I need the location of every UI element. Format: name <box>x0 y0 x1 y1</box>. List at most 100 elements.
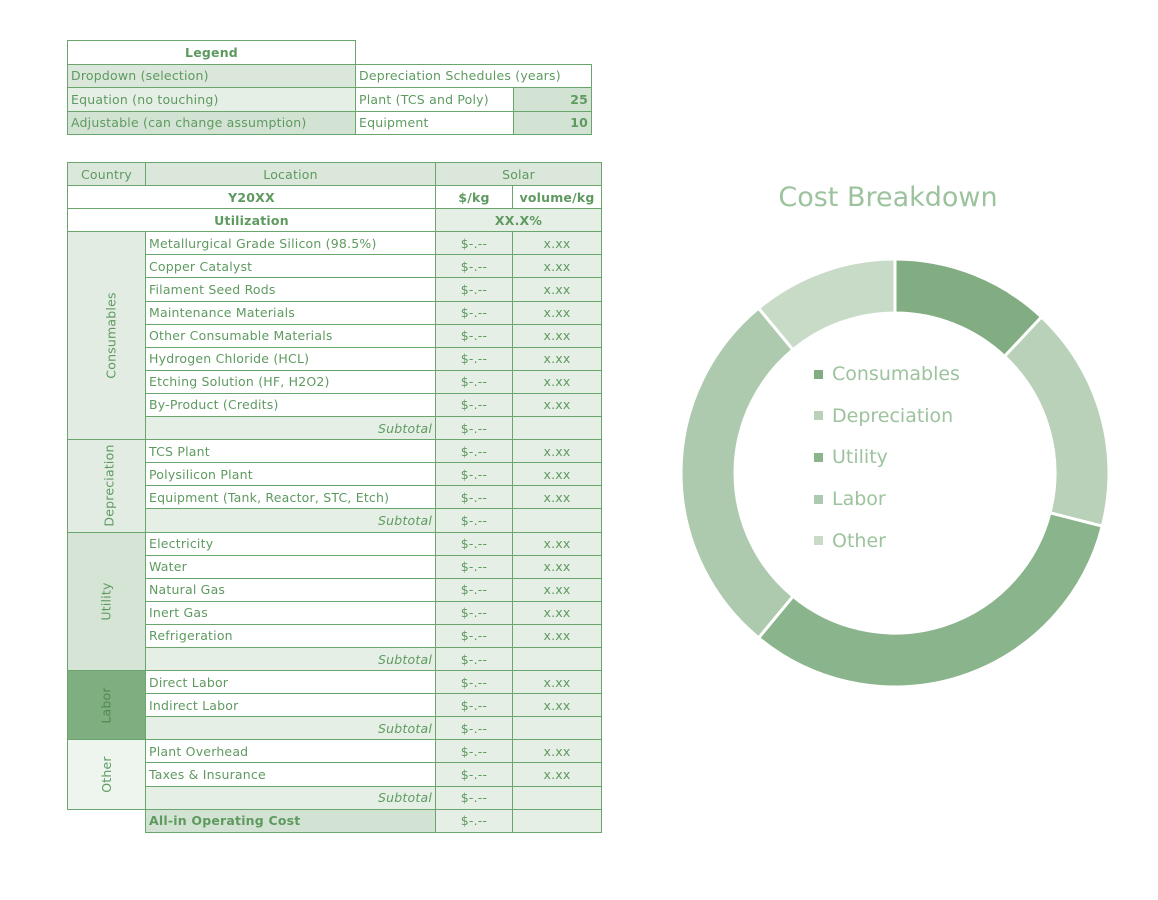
country-dropdown[interactable]: Country <box>67 161 146 187</box>
line-item-volume[interactable]: x.xx <box>511 439 603 464</box>
legend-entry: Consumables <box>814 363 960 385</box>
line-item-label: Inert Gas <box>145 600 436 625</box>
table-row: Taxes & Insurance $-.-- x.xx <box>68 762 603 787</box>
line-item-volume[interactable]: x.xx <box>511 254 603 279</box>
line-item-label: Metallurgical Grade Silicon (98.5%) <box>145 231 436 256</box>
line-item-label: Electricity <box>145 531 436 556</box>
slice-depreciation[interactable] <box>1002 314 1111 529</box>
slice-utility[interactable] <box>756 510 1105 689</box>
line-item-volume[interactable]: x.xx <box>511 277 603 302</box>
subtotal-volume <box>511 416 603 441</box>
table-row: Equipment (Tank, Reactor, STC, Etch) $-.-… <box>68 485 603 510</box>
location-dropdown[interactable]: Location <box>145 161 436 187</box>
group-name: Utility <box>98 582 114 621</box>
line-item-volume[interactable]: x.xx <box>511 485 603 510</box>
depreciation-title: Depreciation Schedules (years) <box>355 63 592 88</box>
table-row: By-Product (Credits) $-.-- x.xx <box>68 392 603 418</box>
line-item-volume[interactable]: x.xx <box>511 693 603 718</box>
legend-label: Depreciation <box>832 404 954 427</box>
line-item-label: TCS Plant <box>145 439 436 464</box>
total-spacer <box>68 809 146 832</box>
table-row: Indirect Labor $-.-- x.xx <box>68 693 603 718</box>
table-row: Depreciation TCS Plant $-.-- x.xx <box>67 439 603 533</box>
line-item-price: $-.-- <box>435 762 513 787</box>
cost-table: Country Location Solar Y20XX $/kg volume… <box>67 161 603 833</box>
subtotal-volume <box>511 785 603 810</box>
line-item-volume[interactable]: x.xx <box>511 531 603 556</box>
line-item-volume[interactable]: x.xx <box>511 577 603 602</box>
total-price: $-.-- <box>435 808 513 833</box>
line-item-price: $-.-- <box>435 531 513 556</box>
line-item-volume[interactable]: x.xx <box>511 670 603 695</box>
group-label-depreciation: Depreciation <box>67 439 146 533</box>
schedule-plant-years[interactable]: 25 <box>513 87 592 112</box>
line-item-volume[interactable]: x.xx <box>511 392 603 418</box>
table-row: Inert Gas $-.-- x.xx <box>68 600 603 625</box>
line-item-price: $-.-- <box>435 323 513 348</box>
line-item-volume[interactable]: x.xx <box>511 369 603 394</box>
subtotal-label: Subtotal <box>145 785 436 810</box>
legend-entry: Other <box>814 530 886 552</box>
line-item-volume[interactable]: x.xx <box>511 323 603 348</box>
table-row: Filament Seed Rods $-.-- x.xx <box>68 277 603 302</box>
line-item-volume[interactable]: x.xx <box>511 300 603 325</box>
line-item-price: $-.-- <box>435 392 513 418</box>
group-label-other: Other <box>67 739 146 810</box>
legend-entry: Depreciation <box>814 405 953 427</box>
line-item-price: $-.-- <box>435 439 513 464</box>
legend-entry: Labor <box>814 488 886 510</box>
subtotal-volume <box>511 508 603 533</box>
volume-column-header: volume/kg <box>511 185 603 210</box>
line-item-label: Hydrogen Chloride (HCL) <box>145 346 436 371</box>
line-item-label: Plant Overhead <box>145 739 436 764</box>
legend-entry: Utility <box>814 446 888 468</box>
line-item-label: Etching Solution (HF, H2O2) <box>145 369 436 394</box>
subtotal-price: $-.-- <box>435 416 513 441</box>
line-item-price: $-.-- <box>435 485 513 510</box>
line-item-volume[interactable]: x.xx <box>511 554 603 579</box>
schedule-equipment-years[interactable]: 10 <box>513 110 592 135</box>
price-column-header: $/kg <box>435 185 513 210</box>
table-row: Refrigeration $-.-- x.xx <box>68 623 603 648</box>
line-item-label: Taxes & Insurance <box>145 762 436 787</box>
line-item-volume[interactable]: x.xx <box>511 762 603 787</box>
solar-header[interactable]: Solar <box>434 161 603 187</box>
group-name: Labor <box>98 687 114 724</box>
subtotal-label: Subtotal <box>145 416 436 441</box>
line-item-price: $-.-- <box>435 254 513 279</box>
line-item-volume[interactable]: x.xx <box>511 623 603 648</box>
table-row: Labor Direct Labor $-.-- x.xx <box>67 670 603 741</box>
line-item-label: Copper Catalyst <box>145 254 436 279</box>
table-row: Utility Electricity $-.-- x.xx <box>67 531 603 672</box>
table-row: Other Plant Overhead $-.-- x.xx <box>67 739 603 810</box>
line-item-volume[interactable]: x.xx <box>511 346 603 371</box>
line-item-price: $-.-- <box>435 623 513 648</box>
line-item-price: $-.-- <box>435 577 513 602</box>
subtotal-row: Subtotal $-.-- <box>68 646 603 672</box>
line-item-volume[interactable]: x.xx <box>511 600 603 625</box>
subtotal-price: $-.-- <box>435 785 513 810</box>
subtotal-row: Subtotal $-.-- <box>68 508 603 533</box>
line-item-label: Refrigeration <box>145 623 436 648</box>
line-item-label: Direct Labor <box>145 670 436 695</box>
schedule-equipment-label: Equipment <box>355 110 514 135</box>
legend-adjustable: Adjustable (can change assumption) <box>67 110 356 135</box>
table-row: Other Consumable Materials $-.-- x.xx <box>68 323 603 348</box>
total-row: All-in Operating Cost $-.-- <box>68 808 603 833</box>
slice-other[interactable] <box>756 257 897 352</box>
subtotal-row: Subtotal $-.-- <box>68 785 603 810</box>
cost-breakdown-doughnut <box>679 257 1111 689</box>
subtotal-price: $-.-- <box>435 508 513 533</box>
line-item-volume[interactable]: x.xx <box>511 462 603 487</box>
line-item-price: $-.-- <box>435 739 513 764</box>
subtotal-label: Subtotal <box>145 508 436 533</box>
table-row: Consumables Metallurgical Grade Silicon (… <box>67 231 603 441</box>
table-row: Maintenance Materials $-.-- x.xx <box>68 300 603 325</box>
group-label-consumables: Consumables <box>67 231 146 441</box>
line-item-label: Maintenance Materials <box>145 300 436 325</box>
line-item-volume[interactable]: x.xx <box>511 739 603 764</box>
line-item-label: Filament Seed Rods <box>145 277 436 302</box>
line-item-volume[interactable]: x.xx <box>511 231 603 256</box>
legend-label: Other <box>832 529 886 552</box>
slice-labor[interactable] <box>679 305 796 641</box>
